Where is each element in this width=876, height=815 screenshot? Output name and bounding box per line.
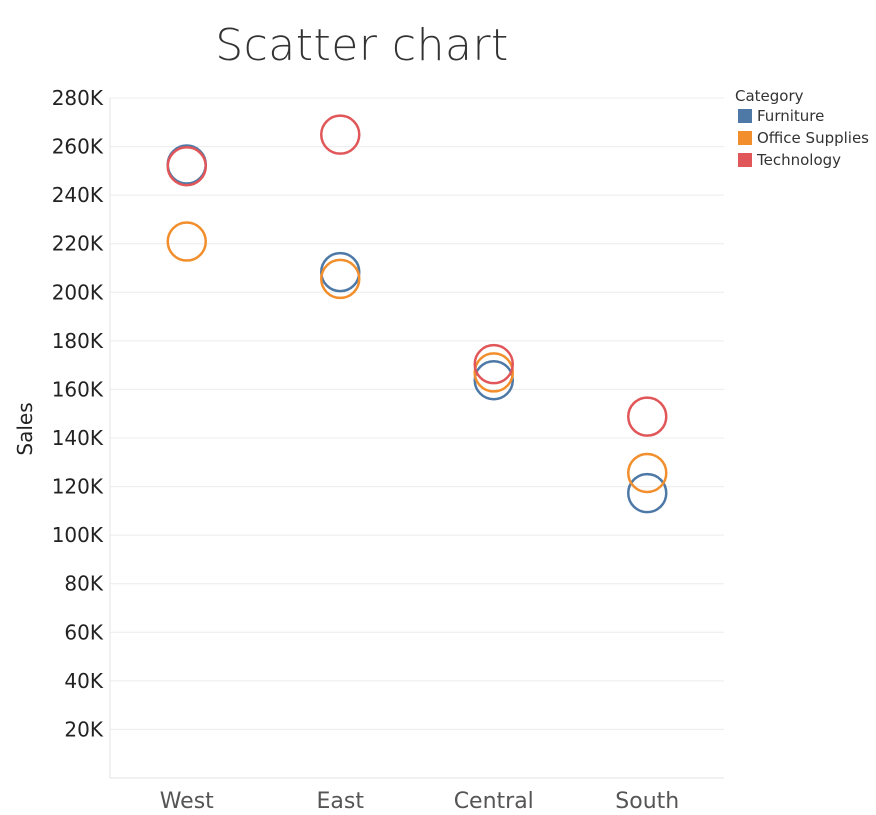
axes	[109, 98, 724, 779]
data-point-office-supplies	[166, 221, 207, 262]
legend-swatch	[738, 131, 752, 145]
y-axis-label: Sales	[13, 402, 37, 455]
legend-label: Technology	[756, 151, 841, 169]
x-tick-label: South	[615, 789, 679, 814]
y-tick-label: 20K	[64, 717, 103, 741]
y-tick-label: 280K	[52, 86, 104, 110]
legend-title: Category	[735, 87, 804, 105]
y-axis-ticks: 20K 40K 60K 80K 100K 120K 140K 160K 180K 200K 220K…	[52, 86, 104, 741]
legend: Category Furniture Office Supplies Technol…	[735, 87, 869, 169]
y-tick-label: 60K	[64, 620, 103, 644]
data-point-office-supplies	[320, 258, 361, 300]
y-tick-label: 260K	[52, 135, 104, 159]
data-points	[166, 114, 668, 514]
data-point-furniture	[627, 472, 668, 514]
x-tick-label: West	[160, 789, 214, 814]
y-tick-label: 120K	[52, 475, 104, 499]
data-point-technology	[320, 114, 361, 155]
data-point-technology	[473, 343, 514, 385]
y-tick-label: 240K	[52, 183, 104, 207]
gridlines	[110, 97, 724, 730]
x-tick-label: East	[317, 789, 365, 814]
data-point-technology	[166, 145, 207, 187]
x-tick-label: Central	[454, 789, 534, 814]
chart-title: Scatter chart	[215, 20, 509, 71]
y-tick-label: 160K	[52, 377, 104, 401]
data-point-technology	[627, 396, 668, 437]
legend-swatch	[738, 109, 752, 123]
y-tick-label: 200K	[52, 280, 104, 304]
data-point-furniture	[473, 359, 514, 401]
legend-label: Furniture	[757, 107, 824, 125]
legend-label: Office Supplies	[757, 129, 869, 147]
legend-swatch	[738, 153, 752, 167]
y-tick-label: 220K	[52, 232, 104, 256]
y-tick-label: 100K	[52, 523, 104, 547]
x-axis-ticks: West East Central South	[160, 789, 680, 814]
data-point-office-supplies	[473, 352, 514, 393]
y-tick-label: 40K	[64, 669, 103, 693]
y-tick-label: 180K	[52, 329, 104, 353]
y-tick-label: 140K	[52, 426, 104, 450]
y-tick-label: 80K	[64, 572, 103, 596]
data-point-office-supplies	[627, 452, 668, 494]
